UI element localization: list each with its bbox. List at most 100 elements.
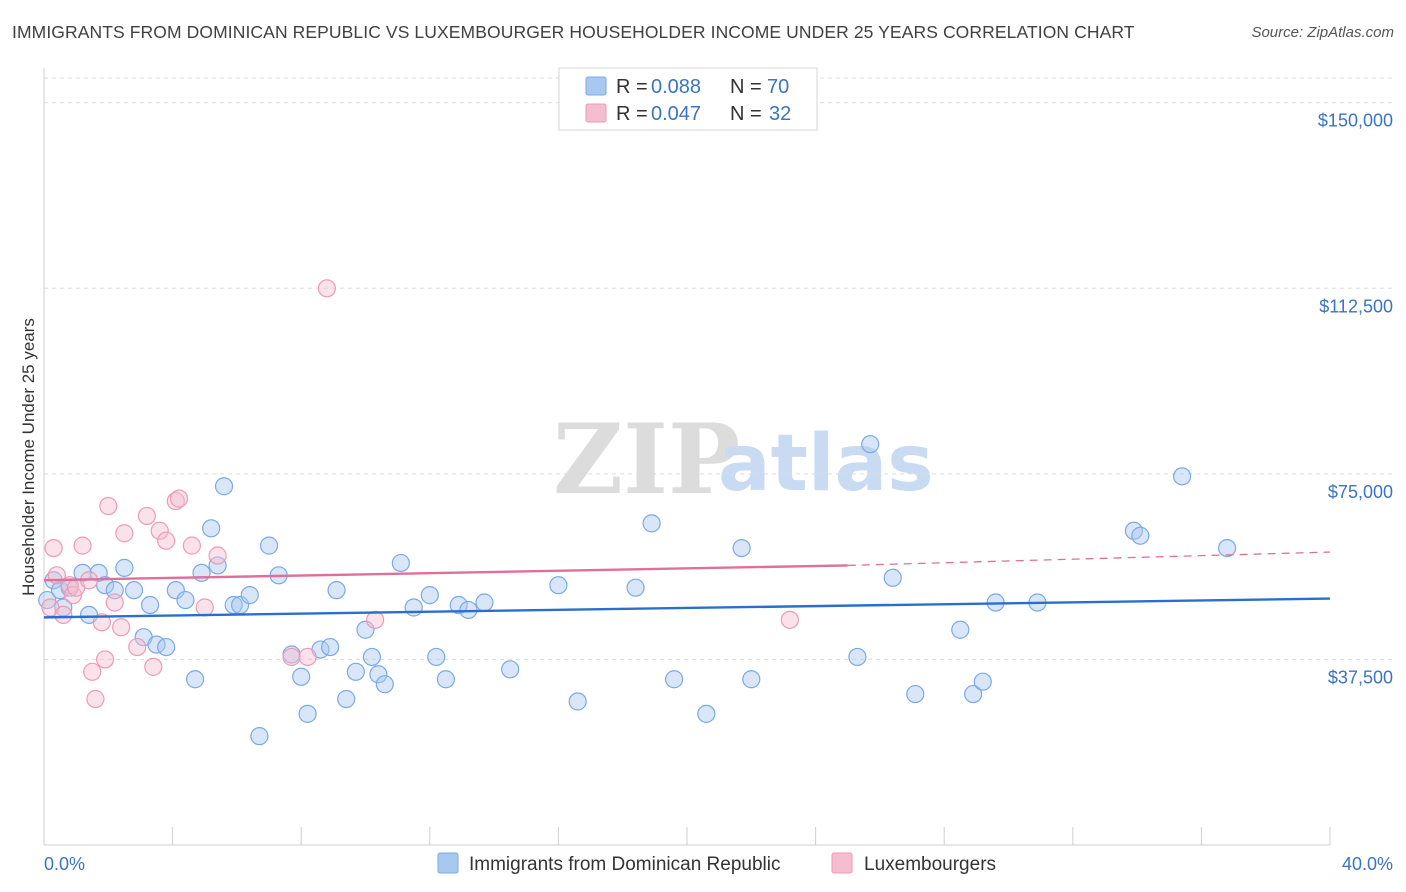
point-dominican-44 bbox=[427, 647, 446, 667]
point-luxembourger-1 bbox=[44, 538, 63, 558]
point-luxembourger-30 bbox=[366, 610, 385, 629]
point-luxembourger-27 bbox=[282, 647, 301, 667]
point-luxembourger-10 bbox=[86, 689, 105, 709]
legend-r-label-2: R = bbox=[616, 103, 648, 125]
legend-n-label-2: N = bbox=[730, 103, 762, 125]
point-dominican-27 bbox=[259, 536, 279, 555]
y-tick-label-112500: $112,500 bbox=[1319, 296, 1393, 316]
bottom-legend-swatch-blue bbox=[437, 852, 459, 874]
watermark: ZIP atlas bbox=[553, 403, 934, 516]
point-dominican-46 bbox=[449, 595, 468, 615]
point-dominican-22 bbox=[214, 477, 234, 496]
point-luxembourger-26 bbox=[208, 546, 227, 565]
point-dominican-38 bbox=[362, 647, 382, 667]
source-label: Source: ZipAtlas.com bbox=[1251, 24, 1394, 41]
legend-n-value-2: 32 bbox=[769, 103, 791, 125]
point-dominican-50 bbox=[549, 576, 568, 595]
point-dominican-55 bbox=[697, 704, 716, 723]
y-tick-label-75000: $75,000 bbox=[1328, 482, 1393, 502]
point-luxembourger-23 bbox=[169, 489, 189, 508]
point-dominican-60 bbox=[883, 568, 902, 587]
point-dominican-19 bbox=[192, 563, 211, 582]
point-dominican-20 bbox=[202, 519, 221, 538]
point-dominican-10 bbox=[115, 558, 134, 577]
point-dominican-42 bbox=[404, 598, 423, 617]
point-dominican-68 bbox=[1131, 526, 1150, 545]
point-dominican-26 bbox=[250, 727, 269, 746]
x-tick-label-max: 40.0% bbox=[1342, 854, 1393, 874]
point-dominican-16 bbox=[166, 581, 185, 600]
point-dominican-37 bbox=[356, 620, 375, 639]
point-dominican-13 bbox=[140, 595, 160, 615]
trendline-0 bbox=[43, 597, 1331, 619]
y-axis-label: Householder Income Under 25 years bbox=[19, 318, 38, 596]
point-dominican-15 bbox=[157, 637, 176, 657]
point-dominican-43 bbox=[420, 586, 439, 605]
point-dominican-9 bbox=[105, 581, 124, 600]
y-tick-labels: $37,500 $75,000 $112,500 $150,000 bbox=[1318, 111, 1393, 688]
point-dominican-41 bbox=[391, 553, 410, 573]
legend-n-label-1: N = bbox=[730, 76, 762, 98]
point-dominican-51 bbox=[568, 692, 587, 711]
point-dominican-11 bbox=[124, 581, 144, 600]
point-luxembourger-9 bbox=[83, 662, 102, 681]
bottom-legend-label-blue: Immigrants from Dominican Republic bbox=[469, 854, 781, 875]
legend-swatch-blue bbox=[585, 76, 607, 96]
point-dominican-31 bbox=[298, 704, 317, 723]
point-luxembourger-15 bbox=[112, 618, 131, 637]
x-tick-label-min: 0.0% bbox=[44, 854, 85, 874]
legend-r-value-2: 0.047 bbox=[651, 103, 701, 125]
point-dominican-30 bbox=[292, 667, 311, 686]
legend-swatch-pink bbox=[585, 103, 607, 123]
point-luxembourger-29 bbox=[317, 279, 337, 298]
trendline-1 bbox=[43, 564, 848, 582]
axes bbox=[43, 68, 1331, 846]
bottom-legend-label-pink: Luxembourgers bbox=[864, 854, 996, 875]
point-luxembourger-25 bbox=[195, 598, 214, 617]
legend-r-label-1: R = bbox=[616, 76, 648, 98]
point-dominican-52 bbox=[626, 578, 645, 597]
point-dominican-61 bbox=[906, 684, 925, 704]
point-luxembourger-16 bbox=[115, 524, 134, 543]
point-dominican-62 bbox=[951, 620, 970, 639]
point-luxembourger-7 bbox=[73, 536, 92, 555]
point-luxembourger-13 bbox=[99, 496, 118, 516]
point-luxembourger-19 bbox=[144, 657, 163, 676]
point-luxembourger-18 bbox=[137, 506, 156, 526]
trendlines bbox=[43, 551, 1331, 619]
point-luxembourger-24 bbox=[182, 536, 201, 555]
point-dominican-34 bbox=[327, 581, 346, 600]
point-luxembourger-22 bbox=[166, 491, 185, 511]
point-dominican-64 bbox=[973, 672, 992, 691]
point-dominican-25 bbox=[240, 586, 259, 605]
point-dominican-36 bbox=[346, 662, 365, 681]
point-dominican-40 bbox=[375, 675, 394, 694]
point-luxembourger-11 bbox=[92, 613, 111, 632]
watermark-zip: ZIP bbox=[553, 403, 740, 516]
point-luxembourger-14 bbox=[105, 593, 124, 612]
point-dominican-48 bbox=[475, 593, 494, 612]
point-dominican-35 bbox=[337, 689, 356, 709]
point-dominican-17 bbox=[176, 590, 195, 610]
point-luxembourger-20 bbox=[150, 521, 169, 540]
bottom-legend-swatch-pink bbox=[831, 852, 853, 874]
point-luxembourger-3 bbox=[54, 605, 73, 625]
point-dominican-21 bbox=[208, 556, 227, 575]
point-luxembourger-28 bbox=[298, 647, 317, 667]
point-dominican-58 bbox=[848, 647, 867, 667]
y-tick-label-37500: $37,500 bbox=[1328, 667, 1393, 687]
point-dominican-54 bbox=[665, 670, 684, 689]
y-tick-label-150000: $150,000 bbox=[1318, 111, 1393, 131]
point-dominican-53 bbox=[642, 514, 661, 533]
trendline-2 bbox=[847, 551, 1331, 567]
point-dominican-63 bbox=[964, 684, 983, 704]
grid-lines bbox=[44, 77, 1395, 660]
point-dominican-59 bbox=[861, 435, 880, 454]
point-luxembourger-17 bbox=[128, 637, 147, 657]
point-dominican-56 bbox=[732, 538, 751, 558]
legend-r-value-1: 0.088 bbox=[651, 76, 701, 98]
point-dominican-18 bbox=[186, 670, 205, 689]
legend-n-value-1: 70 bbox=[767, 76, 789, 98]
point-dominican-33 bbox=[321, 637, 340, 657]
